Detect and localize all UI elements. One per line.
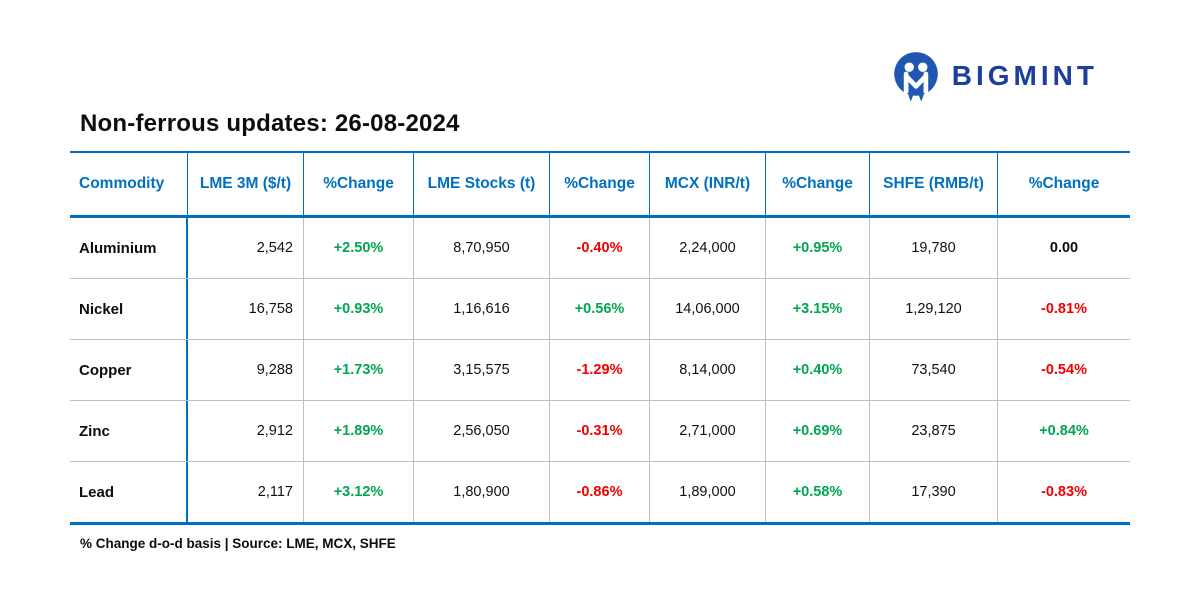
mcx-change-cell: +0.95% <box>766 218 870 278</box>
lme-3m-cell: 9,288 <box>188 340 304 400</box>
commodity-cell: Nickel <box>70 279 188 339</box>
lme-stocks-cell: 8,70,950 <box>414 218 550 278</box>
shfe-cell: 23,875 <box>870 401 998 461</box>
lme-3m-cell: 2,912 <box>188 401 304 461</box>
bigmint-logo: BIGMINT <box>890 50 1098 102</box>
brand-name: BIGMINT <box>951 60 1098 91</box>
lme-3m-change-cell: +1.89% <box>304 401 414 461</box>
table-body: Aluminium 2,542 +2.50% 8,70,950 -0.40% 2… <box>70 218 1130 525</box>
mcx-change-cell: +0.69% <box>766 401 870 461</box>
lme-3m-cell: 2,542 <box>188 218 304 278</box>
column-header-lme-3m-change: %Change <box>304 153 414 215</box>
column-header-shfe-change: %Change <box>1028 175 1100 192</box>
mcx-cell: 14,06,000 <box>650 279 766 339</box>
footer-note: % Change d-o-d basis | Source: LME, MCX,… <box>80 536 396 551</box>
commodity-cell: Copper <box>70 340 188 400</box>
lme-3m-change-cell: +1.73% <box>304 340 414 400</box>
column-header-lme-stocks: LME Stocks (t) <box>414 153 550 215</box>
mcx-cell: 2,24,000 <box>650 218 766 278</box>
non-ferrous-table: Commodity LME 3M ($/t) %Change LME Stock… <box>70 151 1130 525</box>
lme-3m-cell: 2,117 <box>188 462 304 522</box>
mcx-cell: 2,71,000 <box>650 401 766 461</box>
column-header-lme-stocks-change: %Change <box>550 153 650 215</box>
table-row-nickel: Nickel 16,758 +0.93% 1,16,616 +0.56% 14,… <box>70 279 1130 340</box>
column-header-mcx: MCX (INR/t) <box>650 153 766 215</box>
lme-3m-change-cell: +0.93% <box>304 279 414 339</box>
table-header-row: Commodity LME 3M ($/t) %Change LME Stock… <box>70 151 1130 218</box>
page-title: Non-ferrous updates: 26-08-2024 <box>80 110 460 137</box>
commodity-cell: Lead <box>70 462 188 522</box>
shfe-change-cell: -0.81% <box>1041 301 1087 317</box>
mcx-change-cell: +3.15% <box>766 279 870 339</box>
lme-stocks-change-cell: -1.29% <box>550 340 650 400</box>
lme-3m-cell: 16,758 <box>188 279 304 339</box>
lme-3m-change-cell: +3.12% <box>304 462 414 522</box>
table-row-aluminium: Aluminium 2,542 +2.50% 8,70,950 -0.40% 2… <box>70 218 1130 279</box>
lme-stocks-cell: 1,80,900 <box>414 462 550 522</box>
lme-stocks-change-cell: -0.86% <box>550 462 650 522</box>
column-header-commodity: Commodity <box>70 153 188 215</box>
shfe-change-cell: 0.00 <box>1049 240 1079 256</box>
mcx-cell: 8,14,000 <box>650 340 766 400</box>
column-header-shfe: SHFE (RMB/t) <box>870 153 998 215</box>
lme-stocks-cell: 3,15,575 <box>414 340 550 400</box>
lme-stocks-cell: 1,16,616 <box>414 279 550 339</box>
shfe-change-cell: -0.54% <box>1041 362 1087 378</box>
shfe-change-cell: +0.84% <box>1039 423 1089 439</box>
commodity-cell: Zinc <box>70 401 188 461</box>
column-header-mcx-change: %Change <box>766 153 870 215</box>
column-header-lme-3m: LME 3M ($/t) <box>188 153 304 215</box>
mcx-change-cell: +0.40% <box>766 340 870 400</box>
bigmint-logo-icon <box>893 52 938 102</box>
shfe-change-cell: -0.83% <box>1041 484 1087 500</box>
shfe-cell: 17,390 <box>870 462 998 522</box>
lme-stocks-change-cell: -0.40% <box>550 218 650 278</box>
lme-3m-change-cell: +2.50% <box>304 218 414 278</box>
shfe-cell: 73,540 <box>870 340 998 400</box>
table-row-copper: Copper 9,288 +1.73% 3,15,575 -1.29% 8,14… <box>70 340 1130 401</box>
lme-stocks-cell: 2,56,050 <box>414 401 550 461</box>
mcx-cell: 1,89,000 <box>650 462 766 522</box>
lme-stocks-change-cell: -0.31% <box>550 401 650 461</box>
table-row-zinc: Zinc 2,912 +1.89% 2,56,050 -0.31% 2,71,0… <box>70 401 1130 462</box>
commodity-cell: Aluminium <box>70 218 188 278</box>
mcx-change-cell: +0.58% <box>766 462 870 522</box>
shfe-cell: 19,780 <box>870 218 998 278</box>
table-row-lead: Lead 2,117 +3.12% 1,80,900 -0.86% 1,89,0… <box>70 462 1130 522</box>
lme-stocks-change-cell: +0.56% <box>550 279 650 339</box>
shfe-cell: 1,29,120 <box>870 279 998 339</box>
